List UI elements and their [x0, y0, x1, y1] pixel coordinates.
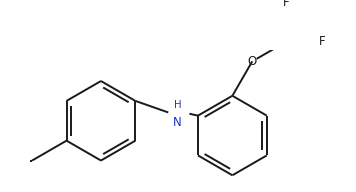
- Text: N: N: [173, 116, 182, 129]
- Text: H: H: [174, 100, 182, 110]
- Text: F: F: [283, 0, 290, 9]
- Text: O: O: [248, 55, 257, 68]
- Text: F: F: [319, 35, 326, 48]
